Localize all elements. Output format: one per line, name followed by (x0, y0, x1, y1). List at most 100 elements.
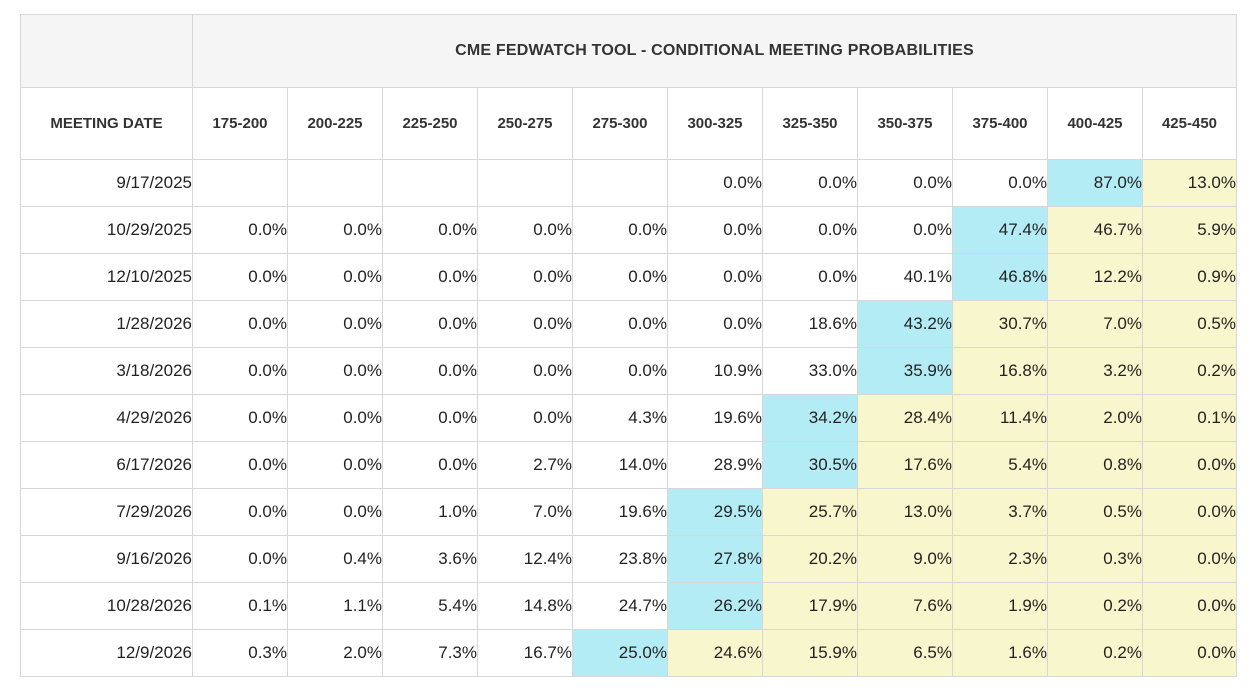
probability-cell: 14.0% (572, 441, 668, 489)
probability-cell: 0.1% (1142, 394, 1237, 442)
table-row: 1/28/2026 0.0% 0.0% 0.0% 0.0% 0.0% 0.0% 18.6% 43… (20, 300, 1237, 348)
probability-cell: 0.0% (477, 253, 573, 301)
probability-cell: 0.8% (1047, 441, 1143, 489)
probability-cell: 0.0% (572, 206, 668, 254)
probability-cell: 13.0% (857, 488, 953, 536)
probability-cell: 0.0% (287, 488, 383, 536)
probability-cell: 0.0% (857, 206, 953, 254)
probability-cell: 0.0% (287, 300, 383, 348)
probability-cell: 0.0% (192, 347, 288, 395)
probability-cell: 0.0% (477, 394, 573, 442)
probability-cell: 5.4% (952, 441, 1048, 489)
probability-cell: 30.7% (952, 300, 1048, 348)
table-row: 12/10/2025 0.0% 0.0% 0.0% 0.0% 0.0% 0.0% 0.0% 40… (20, 253, 1237, 301)
probability-cell (382, 159, 478, 207)
meeting-date-cell: 9/16/2026 (20, 535, 193, 583)
probability-cell: 0.0% (287, 394, 383, 442)
probability-cell: 25.0% (572, 629, 668, 677)
probability-cell: 0.0% (572, 253, 668, 301)
probability-cell: 18.6% (762, 300, 858, 348)
probability-cell: 0.0% (762, 206, 858, 254)
probability-cell: 0.0% (952, 159, 1048, 207)
probability-cell: 2.0% (1047, 394, 1143, 442)
probability-cell: 4.3% (572, 394, 668, 442)
column-header: 300-325 (667, 87, 763, 160)
probability-cell: 1.0% (382, 488, 478, 536)
probability-cell: 0.0% (477, 206, 573, 254)
probability-cell: 12.4% (477, 535, 573, 583)
probability-cell: 0.0% (382, 253, 478, 301)
probability-cell: 0.0% (762, 159, 858, 207)
probability-cell (572, 159, 668, 207)
table-row: 7/29/2026 0.0% 0.0% 1.0% 7.0% 19.6% 29.5% 25.7%… (20, 488, 1237, 536)
probability-cell: 0.0% (192, 300, 288, 348)
probability-cell: 2.3% (952, 535, 1048, 583)
probability-cell: 0.0% (477, 347, 573, 395)
column-header: 225-250 (382, 87, 478, 160)
meeting-date-cell: 10/29/2025 (20, 206, 193, 254)
probability-cell: 23.8% (572, 535, 668, 583)
meeting-date-header: MEETING DATE (20, 87, 193, 160)
probability-cell: 16.7% (477, 629, 573, 677)
probability-cell: 0.0% (1142, 441, 1237, 489)
meeting-date-cell: 12/10/2025 (20, 253, 193, 301)
probability-cell: 47.4% (952, 206, 1048, 254)
probability-cell: 15.9% (762, 629, 858, 677)
probability-cell: 26.2% (667, 582, 763, 630)
meeting-date-cell: 6/17/2026 (20, 441, 193, 489)
probability-cell: 29.5% (667, 488, 763, 536)
table-row: 9/16/2026 0.0% 0.4% 3.6% 12.4% 23.8% 27.8% 20.2… (20, 535, 1237, 583)
probability-cell: 6.5% (857, 629, 953, 677)
probability-cell: 0.4% (287, 535, 383, 583)
table-row: 4/29/2026 0.0% 0.0% 0.0% 0.0% 4.3% 19.6% 34.2% 2… (20, 394, 1237, 442)
column-header: 250-275 (477, 87, 573, 160)
probability-cell: 3.2% (1047, 347, 1143, 395)
probability-cell: 0.0% (667, 206, 763, 254)
probability-cell: 7.0% (477, 488, 573, 536)
meeting-date-cell: 9/17/2025 (20, 159, 193, 207)
probability-cell: 0.0% (667, 159, 763, 207)
probability-cell: 9.0% (857, 535, 953, 583)
probability-cell: 46.7% (1047, 206, 1143, 254)
probability-cell: 0.5% (1047, 488, 1143, 536)
probability-cell: 34.2% (762, 394, 858, 442)
probability-cell: 0.2% (1047, 582, 1143, 630)
column-header-row: MEETING DATE 175-200 200-225 225-250 250-27… (20, 87, 1237, 160)
probability-cell: 0.1% (192, 582, 288, 630)
probability-cell: 1.1% (287, 582, 383, 630)
probability-cell: 0.3% (1047, 535, 1143, 583)
probability-cell: 0.0% (287, 441, 383, 489)
probability-cell: 0.0% (572, 347, 668, 395)
probability-cell: 0.0% (287, 206, 383, 254)
table-title: CME FEDWATCH TOOL - CONDITIONAL MEETING … (192, 14, 1237, 88)
probability-cell: 0.0% (192, 441, 288, 489)
meeting-date-cell: 12/9/2026 (20, 629, 193, 677)
probability-cell: 0.0% (1142, 535, 1237, 583)
probability-cell: 0.9% (1142, 253, 1237, 301)
probability-cell: 7.6% (857, 582, 953, 630)
probability-cell: 7.0% (1047, 300, 1143, 348)
probability-cell: 0.0% (1142, 488, 1237, 536)
probability-cell: 25.7% (762, 488, 858, 536)
probabilities-table: CME FEDWATCH TOOL - CONDITIONAL MEETING … (20, 14, 1237, 677)
probability-cell: 0.0% (857, 159, 953, 207)
probability-cell: 0.0% (382, 347, 478, 395)
probability-cell: 11.4% (952, 394, 1048, 442)
probability-cell: 13.0% (1142, 159, 1237, 207)
probability-cell: 10.9% (667, 347, 763, 395)
probability-cell: 35.9% (857, 347, 953, 395)
meeting-date-cell: 1/28/2026 (20, 300, 193, 348)
probability-cell: 0.0% (1142, 629, 1237, 677)
probability-cell: 3.6% (382, 535, 478, 583)
probability-cell: 0.0% (1142, 582, 1237, 630)
probability-cell: 0.3% (192, 629, 288, 677)
probability-cell: 28.9% (667, 441, 763, 489)
probability-cell: 0.0% (382, 206, 478, 254)
probability-cell: 0.0% (192, 535, 288, 583)
probability-cell: 24.7% (572, 582, 668, 630)
probability-cell: 0.0% (477, 300, 573, 348)
probability-cell (287, 159, 383, 207)
probability-cell: 24.6% (667, 629, 763, 677)
probability-cell: 0.0% (762, 253, 858, 301)
column-header: 325-350 (762, 87, 858, 160)
